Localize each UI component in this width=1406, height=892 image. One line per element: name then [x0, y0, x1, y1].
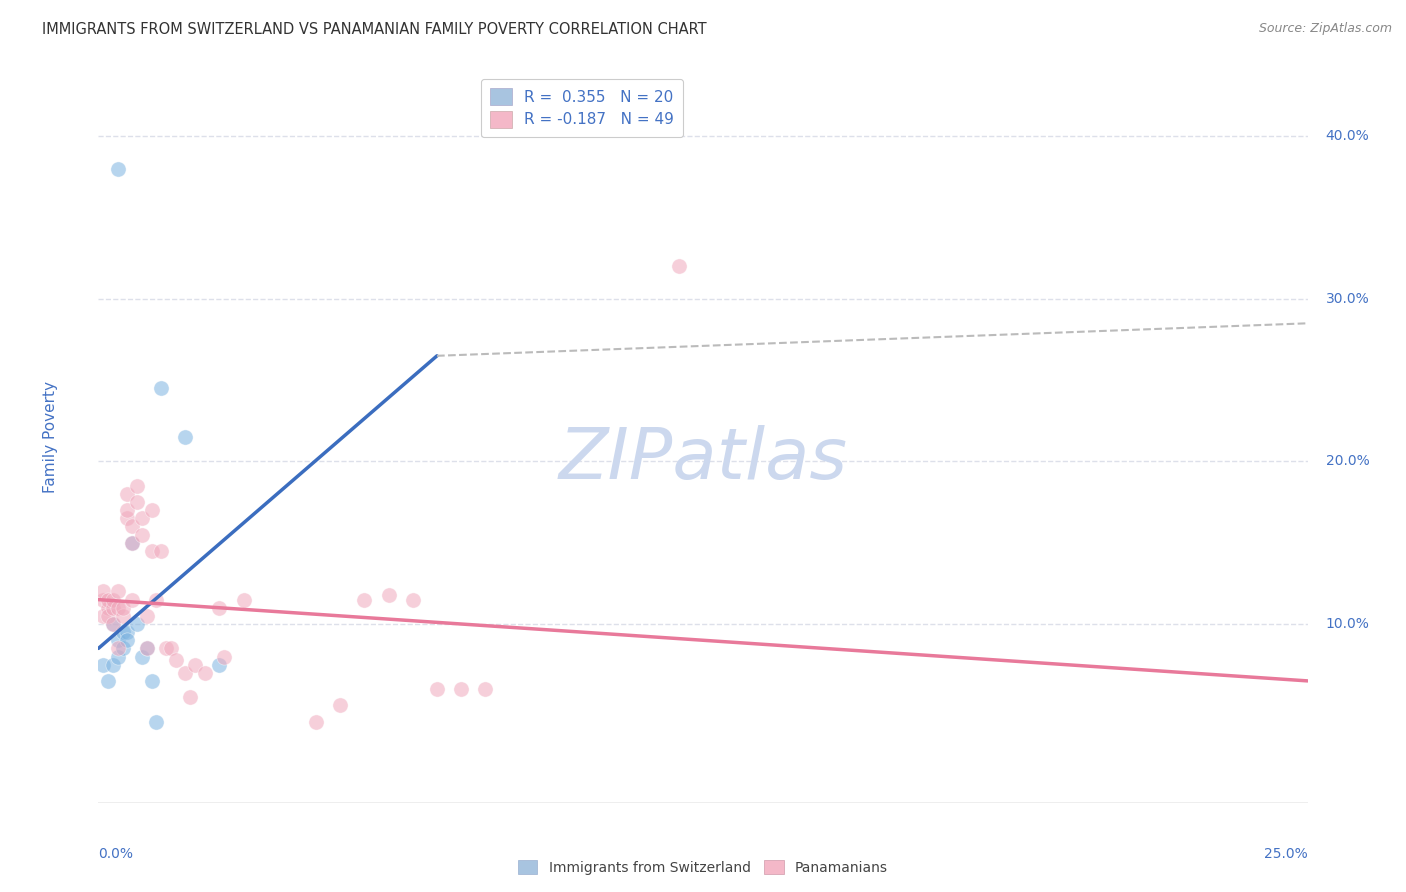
- Text: Source: ZipAtlas.com: Source: ZipAtlas.com: [1258, 22, 1392, 36]
- Point: [208, 600, 231, 615]
- Point: [117, 487, 139, 501]
- Point: [91, 584, 114, 599]
- Point: [91, 608, 114, 623]
- Text: ZIPatlas: ZIPatlas: [558, 425, 848, 493]
- Text: Family Poverty: Family Poverty: [42, 381, 58, 493]
- Point: [107, 633, 129, 648]
- Point: [145, 592, 167, 607]
- Point: [97, 592, 120, 607]
- Text: 30.0%: 30.0%: [1326, 292, 1369, 306]
- Point: [131, 511, 153, 525]
- Point: [121, 519, 143, 533]
- Point: [97, 673, 120, 688]
- Point: [111, 641, 134, 656]
- Point: [150, 544, 173, 558]
- Point: [101, 617, 124, 632]
- Point: [107, 649, 129, 664]
- Point: [160, 641, 183, 656]
- Point: [121, 535, 143, 549]
- Point: [165, 653, 187, 667]
- Point: [194, 665, 217, 680]
- Point: [117, 633, 139, 648]
- Text: 20.0%: 20.0%: [1326, 454, 1369, 468]
- Point: [101, 600, 124, 615]
- Point: [107, 161, 129, 176]
- Point: [131, 649, 153, 664]
- Point: [329, 698, 352, 713]
- Point: [668, 260, 690, 274]
- Point: [377, 588, 399, 602]
- Point: [305, 714, 328, 729]
- Point: [141, 673, 163, 688]
- Point: [91, 657, 114, 672]
- Point: [141, 544, 163, 558]
- Point: [155, 641, 177, 656]
- Point: [135, 608, 157, 623]
- Text: IMMIGRANTS FROM SWITZERLAND VS PANAMANIAN FAMILY POVERTY CORRELATION CHART: IMMIGRANTS FROM SWITZERLAND VS PANAMANIA…: [42, 22, 707, 37]
- Point: [353, 592, 375, 607]
- Point: [107, 641, 129, 656]
- Point: [107, 584, 129, 599]
- Point: [111, 600, 134, 615]
- Point: [232, 592, 254, 607]
- Point: [131, 527, 153, 541]
- Point: [127, 479, 149, 493]
- Point: [127, 495, 149, 509]
- Point: [97, 600, 120, 615]
- Point: [121, 592, 143, 607]
- Point: [174, 665, 197, 680]
- Legend: Immigrants from Switzerland, Panamanians: Immigrants from Switzerland, Panamanians: [512, 855, 894, 880]
- Point: [107, 600, 129, 615]
- Point: [141, 503, 163, 517]
- Text: 40.0%: 40.0%: [1326, 129, 1369, 144]
- Point: [450, 681, 472, 696]
- Point: [402, 592, 425, 607]
- Text: 10.0%: 10.0%: [1326, 617, 1369, 631]
- Point: [474, 681, 496, 696]
- Point: [135, 641, 157, 656]
- Point: [121, 535, 143, 549]
- Point: [208, 657, 231, 672]
- Point: [127, 617, 149, 632]
- Text: 0.0%: 0.0%: [98, 847, 134, 861]
- Point: [101, 617, 124, 632]
- Point: [97, 608, 120, 623]
- Point: [145, 714, 167, 729]
- Point: [101, 657, 124, 672]
- Legend: R =  0.355   N = 20, R = -0.187   N = 49: R = 0.355 N = 20, R = -0.187 N = 49: [481, 79, 683, 136]
- Point: [117, 625, 139, 640]
- Point: [111, 625, 134, 640]
- Point: [101, 592, 124, 607]
- Point: [117, 511, 139, 525]
- Point: [91, 592, 114, 607]
- Point: [184, 657, 207, 672]
- Point: [426, 681, 449, 696]
- Point: [179, 690, 201, 705]
- Point: [150, 381, 173, 395]
- Point: [111, 608, 134, 623]
- Point: [135, 641, 157, 656]
- Point: [212, 649, 235, 664]
- Text: 25.0%: 25.0%: [1264, 847, 1308, 861]
- Point: [117, 503, 139, 517]
- Point: [174, 430, 197, 444]
